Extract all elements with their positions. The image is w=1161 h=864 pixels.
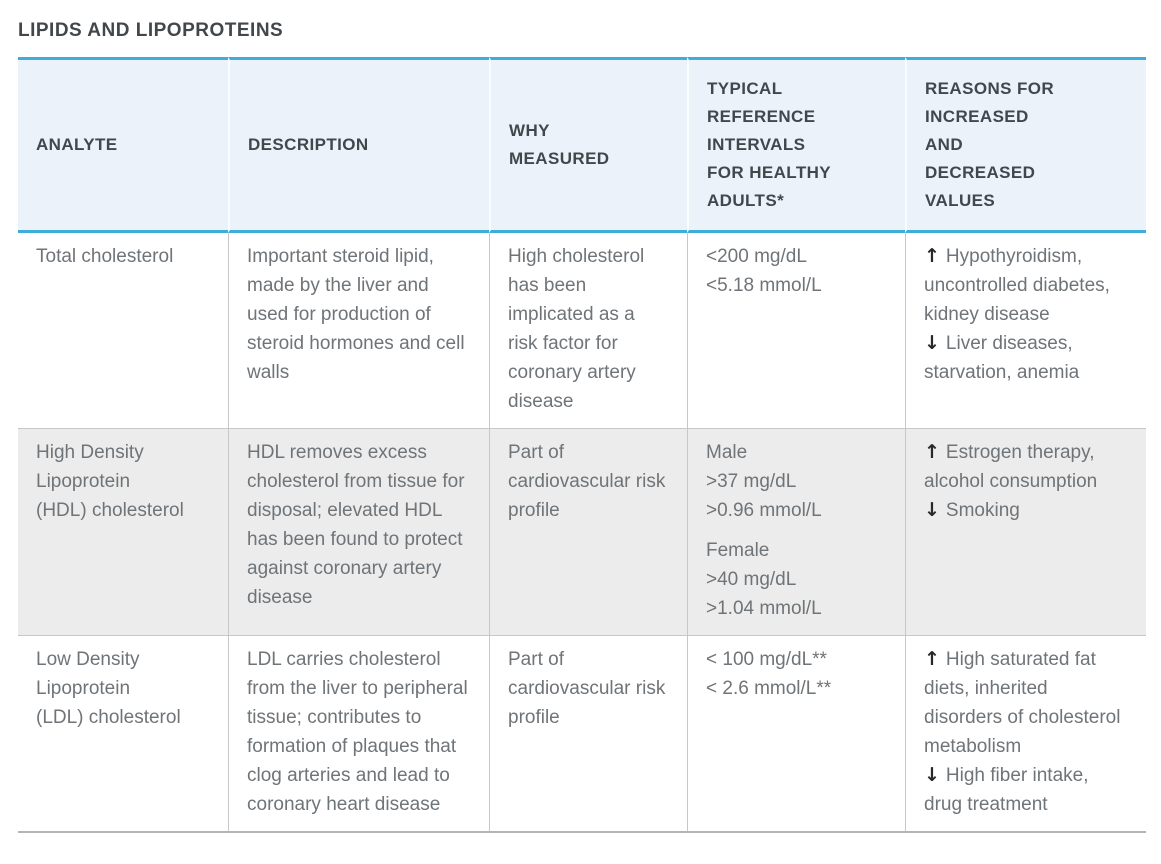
reasons-cell: ↑ High saturated fat diets, inherited dis… (905, 635, 1146, 831)
increase-arrow-icon: ↑ (924, 441, 940, 463)
increased-reasons: ↑ Estrogen therapy, alcohol consumption (924, 438, 1128, 496)
why-measured-cell: Part of cardiovascular risk profile (489, 635, 687, 831)
reference-intervals-cell: <200 mg/dL <5.18 mmol/L (687, 233, 905, 428)
column-header-why-measured: WHY MEASURED (489, 57, 687, 233)
lipids-table: ANALYTE DESCRIPTION WHY MEASURED TYPICAL… (18, 57, 1146, 833)
decrease-arrow-icon: ↓ (924, 764, 940, 786)
decreased-reasons: ↓ Liver diseases, starvation, anemia (924, 329, 1128, 387)
interval-group: < 100 mg/dL** < 2.6 mmol/L** (706, 649, 832, 699)
decrease-arrow-icon: ↓ (924, 499, 940, 521)
column-header-reference-intervals: TYPICAL REFERENCE INTERVALS FOR HEALTHY … (687, 57, 905, 233)
analyte-cell: Low Density Lipoprotein (LDL) cholestero… (18, 635, 228, 831)
decrease-arrow-icon: ↓ (924, 332, 940, 354)
increased-reasons-text: High saturated fat diets, inherited diso… (924, 649, 1121, 757)
page-title: LIPIDS AND LIPOPROTEINS (18, 20, 284, 41)
decreased-reasons: ↓ High fiber intake, drug treatment (924, 761, 1128, 819)
analyte-cell: Total cholesterol (18, 233, 228, 428)
description-cell: LDL carries cholesterol from the liver t… (228, 635, 489, 831)
reasons-cell: ↑ Estrogen therapy, alcohol consumption ↓… (905, 428, 1146, 635)
interval-group-male: Male >37 mg/dL >0.96 mmol/L (706, 442, 822, 521)
table-row-total-cholesterol: Total cholesterol Important steroid lipi… (18, 233, 1146, 428)
description-cell: HDL removes excess cholesterol from tiss… (228, 428, 489, 635)
column-header-analyte: ANALYTE (18, 57, 228, 233)
reasons-cell: ↑ Hypothyroidism, uncontrolled diabetes, … (905, 233, 1146, 428)
table-row-hdl-cholesterol: High Density Lipoprotein (HDL) cholester… (18, 428, 1146, 635)
column-header-description: DESCRIPTION (228, 57, 489, 233)
increase-arrow-icon: ↑ (924, 648, 940, 670)
decreased-reasons-text: Liver diseases, starvation, anemia (924, 333, 1080, 383)
why-measured-cell: Part of cardiovascular risk profile (489, 428, 687, 635)
why-measured-cell: High cholesterol has been implicated as … (489, 233, 687, 428)
decreased-reasons: ↓ Smoking (924, 496, 1128, 525)
decreased-reasons-text: Smoking (945, 500, 1020, 521)
decreased-reasons-text: High fiber intake, drug treatment (924, 765, 1089, 815)
interval-group-female: Female >40 mg/dL >1.04 mmol/L (706, 540, 822, 619)
description-cell: Important steroid lipid, made by the liv… (228, 233, 489, 428)
increased-reasons: ↑ Hypothyroidism, uncontrolled diabetes, … (924, 242, 1128, 329)
header-row: ANALYTE DESCRIPTION WHY MEASURED TYPICAL… (18, 57, 1146, 233)
reference-intervals-cell: Male >37 mg/dL >0.96 mmol/L Female >40 m… (687, 428, 905, 635)
column-header-reasons: REASONS FOR INCREASED AND DECREASED VALU… (905, 57, 1146, 233)
increased-reasons-text: Hypothyroidism, uncontrolled diabetes, k… (924, 246, 1110, 325)
table-row-ldl-cholesterol: Low Density Lipoprotein (LDL) cholestero… (18, 635, 1146, 831)
increased-reasons: ↑ High saturated fat diets, inherited dis… (924, 645, 1128, 761)
interval-group: <200 mg/dL <5.18 mmol/L (706, 246, 822, 296)
increased-reasons-text: Estrogen therapy, alcohol consumption (924, 442, 1098, 492)
reference-intervals-cell: < 100 mg/dL** < 2.6 mmol/L** (687, 635, 905, 831)
increase-arrow-icon: ↑ (924, 245, 940, 267)
analyte-cell: High Density Lipoprotein (HDL) cholester… (18, 428, 228, 635)
table-header: ANALYTE DESCRIPTION WHY MEASURED TYPICAL… (18, 57, 1146, 233)
